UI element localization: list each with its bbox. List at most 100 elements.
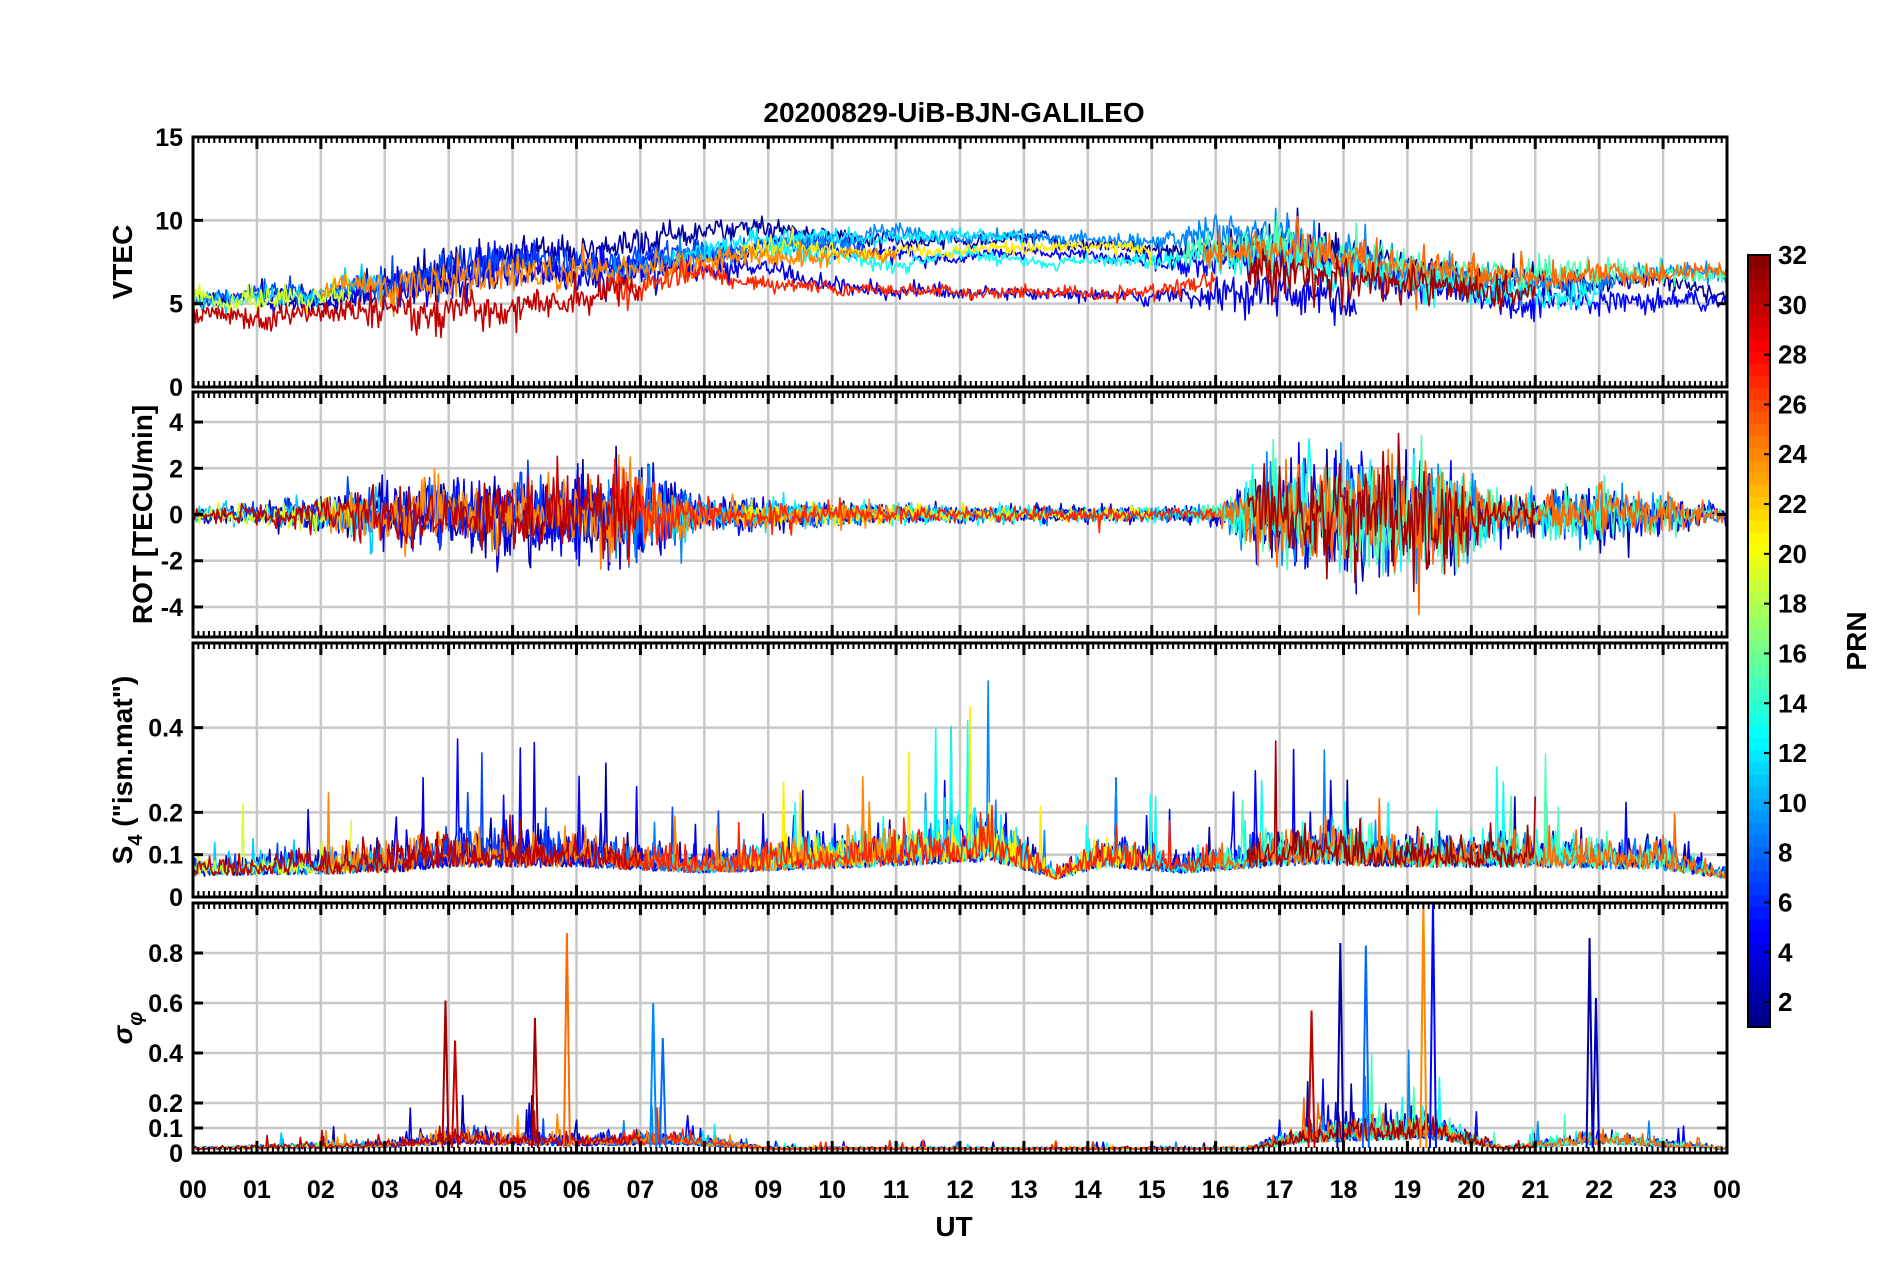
colorbar-segment	[1748, 399, 1770, 413]
y-tick-label: 0.1	[148, 842, 183, 870]
colorbar-segment	[1748, 472, 1770, 485]
x-axis: 00 01 02 03 04 05 06 07 08 09 10 11 12 13 14 15 16 17 18 19…	[179, 1176, 1741, 1204]
y-tick-label: 0	[169, 374, 183, 402]
panel-sigma_phi: 00.10.2 0.4 0.6 0.8 σφ	[107, 901, 1729, 1168]
x-axis-label: UT	[935, 1211, 972, 1242]
colorbar-frame	[1747, 254, 1771, 1028]
colorbar-segment	[1748, 870, 1770, 883]
panel-rot: -4 -2 0 2 4 ROT [TECU/min]	[127, 390, 1729, 639]
series-prn-31	[1246, 432, 1536, 593]
colorbar-segment	[1748, 411, 1770, 425]
colorbar-segment	[1748, 641, 1770, 654]
y-tick-label: 0	[169, 502, 183, 530]
series-prn-31	[1246, 248, 1536, 311]
colorbar-segment	[1748, 918, 1770, 932]
spike-prn-24	[1419, 903, 1428, 1149]
colorbar-segment	[1748, 375, 1770, 389]
y-tick-label: 15	[155, 124, 183, 152]
y-tick-label: -4	[161, 594, 183, 622]
series-prn-30	[193, 455, 642, 560]
colorbar-segment	[1748, 532, 1770, 546]
series-prn-15	[1183, 1054, 1727, 1151]
panel-rot-ylabel: ROT [TECU/min]	[127, 405, 158, 624]
colorbar-segment	[1748, 315, 1770, 328]
colorbar-segment	[1748, 978, 1770, 992]
colorbar-tick-label: 26	[1778, 389, 1807, 419]
panel-s4-ylabel: S4 ("ism.mat")	[107, 676, 147, 865]
series-prn-30	[193, 1110, 642, 1151]
x-tick-label: 03	[371, 1176, 399, 1204]
colorbar-tick-label: 20	[1778, 539, 1807, 569]
colorbar-tick-label: 10	[1778, 788, 1807, 818]
colorbar-segment	[1748, 484, 1770, 497]
y-tick-label: 0.8	[148, 940, 183, 968]
y-tick-label: 10	[155, 207, 183, 235]
x-tick-label: 21	[1521, 1176, 1549, 1204]
panel-sigma_phi-ylabel: σφ	[107, 1012, 147, 1045]
colorbar-segment	[1748, 725, 1770, 739]
colorbar-segment	[1748, 267, 1770, 280]
colorbar-tick-label: 14	[1778, 688, 1807, 718]
colorbar-segment	[1748, 628, 1770, 642]
colorbar-segment	[1748, 834, 1770, 847]
spike-prn-5	[1428, 903, 1437, 1149]
colorbar-segment	[1748, 303, 1770, 316]
panel-s4-ticks	[191, 643, 1729, 899]
colorbar-tick-label: 2	[1778, 987, 1792, 1017]
colorbar-segment	[1748, 846, 1770, 859]
colorbar-segment	[1748, 544, 1770, 558]
colorbar-tick-label: 16	[1778, 638, 1807, 668]
x-tick-label: 17	[1266, 1176, 1294, 1204]
x-tick-label: 04	[435, 1176, 463, 1204]
colorbar-tick-label: 12	[1778, 738, 1807, 768]
colorbar-segment	[1748, 665, 1770, 678]
colorbar-segment	[1748, 882, 1770, 895]
colorbar-tick-label: 28	[1778, 340, 1807, 370]
colorbar-label: PRN	[1841, 611, 1872, 670]
x-tick-label: 06	[563, 1176, 591, 1204]
x-tick-label: 10	[818, 1176, 846, 1204]
spike-prn-31	[441, 1000, 450, 1149]
colorbar-segment	[1748, 496, 1770, 509]
y-tick-label: 0.4	[148, 1040, 183, 1068]
colorbar-segment	[1748, 363, 1770, 377]
x-tick-label: 00	[1713, 1176, 1741, 1204]
y-tick-label: 5	[169, 291, 183, 319]
series-prn-27	[607, 804, 1217, 880]
x-tick-label: 01	[243, 1176, 271, 1204]
panel-vtec-ticks	[191, 135, 1729, 389]
series-prn-31	[1246, 740, 1536, 868]
colorbar-segment	[1748, 773, 1770, 787]
series-prn-27	[607, 256, 1217, 312]
panel-vtec-ylabel: VTEC	[107, 225, 138, 300]
series-prn-30	[193, 272, 642, 339]
colorbar-segment	[1748, 339, 1770, 353]
colorbar-segment	[1748, 556, 1770, 570]
colorbar-segment	[1748, 279, 1770, 292]
series-prn-24	[320, 240, 897, 318]
colorbar-segment	[1748, 990, 1770, 1004]
y-tick-label: 0.4	[148, 715, 183, 743]
series-prn-25	[1202, 797, 1727, 880]
x-tick-label: 08	[690, 1176, 718, 1204]
x-tick-label: 00	[179, 1176, 207, 1204]
colorbar-segment	[1748, 508, 1770, 521]
colorbar-segment	[1748, 592, 1770, 606]
colorbar-segment	[1748, 568, 1770, 582]
y-tick-label: -2	[161, 548, 183, 576]
spike-prn-2	[1336, 942, 1345, 1149]
colorbar-segment	[1748, 604, 1770, 618]
colorbar-segment	[1748, 894, 1770, 907]
y-tick-label: 0	[169, 1140, 183, 1168]
x-tick-label: 09	[754, 1176, 782, 1204]
panel-sigma_phi-ticks	[191, 903, 1729, 1155]
x-tick-label: 22	[1585, 1176, 1613, 1204]
colorbar-segment	[1748, 821, 1770, 835]
y-tick-label: 0.2	[148, 1090, 183, 1118]
colorbar-segment	[1748, 701, 1770, 714]
colorbar-segment	[1748, 291, 1770, 304]
colorbar-tick-label: 24	[1778, 439, 1807, 469]
